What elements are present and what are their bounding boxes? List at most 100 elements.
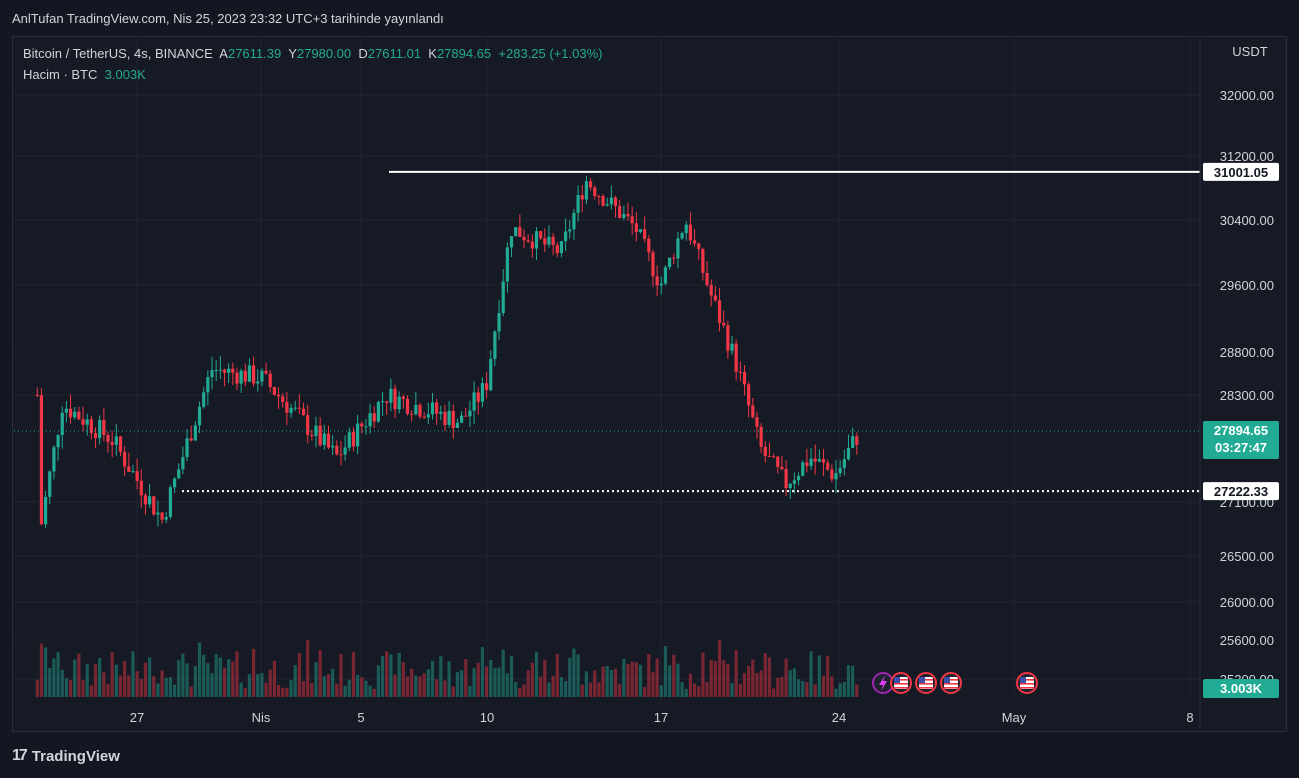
volume-bar [647,654,651,697]
volume-bar [584,671,589,697]
volume-bar [405,676,410,697]
volume-bar [77,653,81,697]
tradingview-footer[interactable]: 17 TradingView [12,747,120,765]
volume-bar [426,669,430,697]
volume-bar [222,667,227,697]
candle-body [56,434,60,448]
volume-bar [435,679,439,697]
us-flag-icon [890,672,912,694]
volume-bar [709,659,713,697]
volume-bar [264,682,268,697]
candle-body [514,227,518,237]
volume-bar [568,658,572,697]
volume-bar [534,651,539,697]
candle-body [763,446,767,456]
flag-stripe [1020,687,1034,689]
candle-body [252,365,256,384]
volume-bar [148,657,152,697]
candle-body [539,231,543,239]
candle-body [106,434,110,443]
candle-body [414,404,418,415]
volume-bar [796,679,801,697]
currency-label: USDT [1232,44,1267,59]
volume-bar [692,683,697,697]
time-axis: 27 Nis 5 10 17 24 May 8 [130,710,1194,725]
candle-body [668,257,672,268]
volume-bar [493,667,497,697]
y-tick-label: 31200.00 [1220,149,1274,164]
volume-bar [559,677,564,697]
volume-bar [156,683,160,697]
volume-bar [356,675,360,697]
candle-body [697,243,701,250]
volume-bar [351,651,356,697]
volume-label: Hacim · BTC [23,67,98,82]
x-tick-label: 10 [480,710,494,725]
volume-bar [206,663,210,697]
candle-body [356,423,360,447]
candle-body [842,459,846,468]
volume-bar [630,661,634,697]
volume-bar [218,657,222,697]
volume-bar [613,668,618,697]
volume-bar [385,651,389,697]
volume-bar [293,665,297,697]
candle-body [655,276,659,286]
candle-body [576,195,580,213]
volume-bar [813,684,817,697]
volume-bar [489,659,493,697]
volume-bar [60,669,64,697]
flag-stripe [894,687,908,689]
candle-body [44,496,48,525]
volume-bar [268,669,272,697]
volume-bar [705,681,709,697]
candle-body [709,284,713,296]
volume-bar [335,683,339,697]
volume-bar [247,674,252,697]
candle-body [568,229,572,232]
volume-bar [181,653,185,697]
volume-bar [597,682,601,697]
close-value: 27894.65 [436,46,492,61]
last-price-badge-text: 27894.65 [1214,423,1268,438]
volume-bar [539,676,543,697]
volume-bar [44,647,48,697]
volume-bar [393,674,397,697]
candle-body [418,404,422,417]
volume-bar [464,659,468,697]
volume-bar [160,670,164,697]
volume-bar [73,659,77,697]
candle-body [264,370,268,374]
candle-body [380,401,385,403]
candle-body [468,410,472,417]
candle-body [692,240,697,244]
volume-bar [701,652,705,697]
resistance-price-badge-bg [1203,162,1279,181]
volume-bar [655,658,659,697]
candle-body [559,241,564,254]
candle-body [114,436,118,445]
candle-body [430,402,435,415]
flag-stripe [894,679,908,681]
open-value: 27611.39 [227,46,282,61]
volume-bar [152,676,156,697]
y-tick-label: 29600.00 [1220,278,1274,293]
candle-body [796,475,801,481]
volume-bar [397,652,401,697]
candle-body [626,213,630,217]
x-tick-label: Nis [252,710,271,725]
volume-bar [846,665,851,697]
volume-bar [326,674,331,697]
volume-bar [189,686,193,697]
volume-bar [85,664,89,697]
volume-bar [821,675,826,697]
candle-body [98,420,102,439]
volume-bar [81,680,85,697]
volume-bar [684,688,688,697]
volume-bar [56,652,60,697]
candle-body [684,224,688,234]
volume-legend: Hacim · BTC 3.003K [23,67,146,82]
candle-body [484,383,489,391]
volume-bar [260,673,264,697]
